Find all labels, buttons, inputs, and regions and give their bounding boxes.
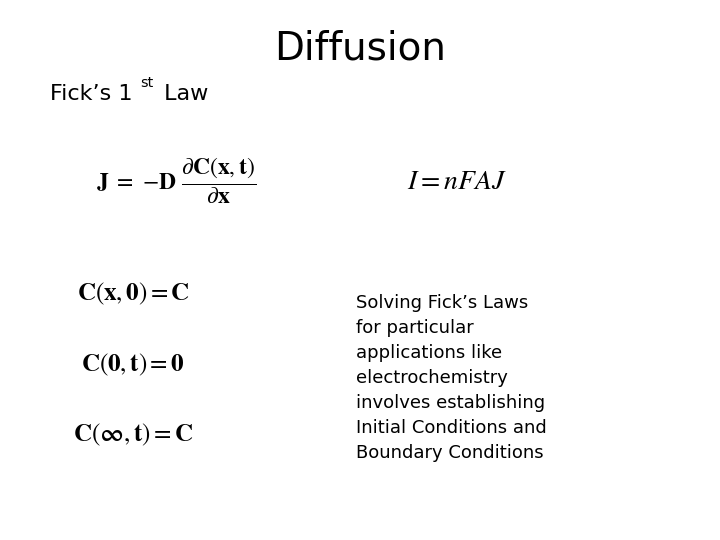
Text: $\mathbf{C}(\mathbf{0},\mathbf{t}) = \mathbf{0}$: $\mathbf{C}(\mathbf{0},\mathbf{t}) = \ma… bbox=[81, 352, 185, 377]
Text: $\mathbf{C}(\boldsymbol{\infty},\mathbf{t}) = \mathbf{C}$: $\mathbf{C}(\boldsymbol{\infty},\mathbf{… bbox=[73, 422, 194, 448]
Text: $I = nFAJ$: $I = nFAJ$ bbox=[408, 167, 507, 195]
Text: $\mathbf{J}\ =\ {-}\mathbf{D}\ \dfrac{\partial \mathbf{C}(\mathbf{x},\mathbf{t}): $\mathbf{J}\ =\ {-}\mathbf{D}\ \dfrac{\p… bbox=[96, 156, 256, 206]
Text: $\mathbf{C}(\mathbf{x},\mathbf{0}) = \mathbf{C}$: $\mathbf{C}(\mathbf{x},\mathbf{0}) = \ma… bbox=[76, 281, 190, 307]
Text: Solving Fick’s Laws
for particular
applications like
electrochemistry
involves e: Solving Fick’s Laws for particular appli… bbox=[356, 294, 547, 462]
Text: st: st bbox=[140, 76, 153, 90]
Text: Fick’s 1: Fick’s 1 bbox=[50, 84, 133, 105]
Text: Law: Law bbox=[157, 84, 208, 105]
Text: Diffusion: Diffusion bbox=[274, 30, 446, 68]
